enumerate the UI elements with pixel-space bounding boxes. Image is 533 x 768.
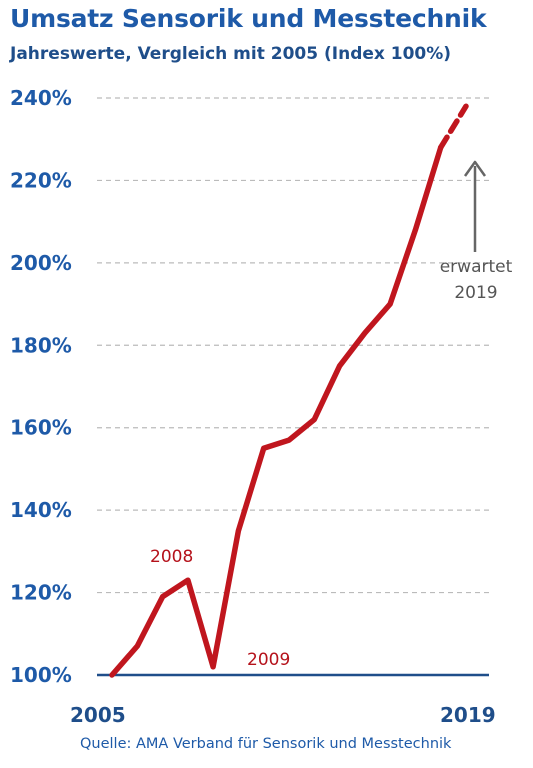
series-group — [109, 103, 469, 678]
y-tick-label: 100% — [10, 663, 72, 687]
x-tick-label: 2019 — [440, 703, 496, 727]
expected-arrow-head — [463, 160, 487, 177]
y-tick-label: 220% — [10, 168, 72, 192]
chart-subtitle: Jahreswerte, Vergleich mit 2005 (Index 1… — [10, 44, 452, 64]
y-tick-label: 120% — [10, 581, 72, 605]
line-chart: 100% 120% 140% 160% 180% 200% 220% 240% 2005 201… — [10, 86, 513, 727]
annotation-expected-line2: 2019 — [454, 283, 497, 303]
y-tick-label: 160% — [10, 416, 72, 440]
y-tick-label: 140% — [10, 498, 72, 522]
annotation-expected-line1: erwartet — [440, 257, 513, 277]
y-tick-label: 200% — [10, 251, 72, 275]
annotation-2009: 2009 — [247, 650, 290, 670]
source-note: Quelle: AMA Verband für Sensorik und Mes… — [80, 736, 452, 752]
gridlines — [97, 97, 489, 594]
x-tick-label: 2005 — [70, 703, 126, 727]
series-line-expected — [437, 103, 469, 151]
annotations: 2008 2009 erwartet 2019 — [150, 160, 513, 670]
chart-title: Umsatz Sensorik und Messtechnik — [10, 4, 487, 33]
y-tick-label: 240% — [10, 86, 72, 110]
y-tick-label: 180% — [10, 333, 72, 357]
x-axis: 2005 2019 — [70, 703, 496, 727]
series-line — [109, 144, 444, 678]
annotation-2008: 2008 — [150, 547, 193, 567]
y-axis: 100% 120% 140% 160% 180% 200% 220% 240% — [10, 86, 72, 687]
